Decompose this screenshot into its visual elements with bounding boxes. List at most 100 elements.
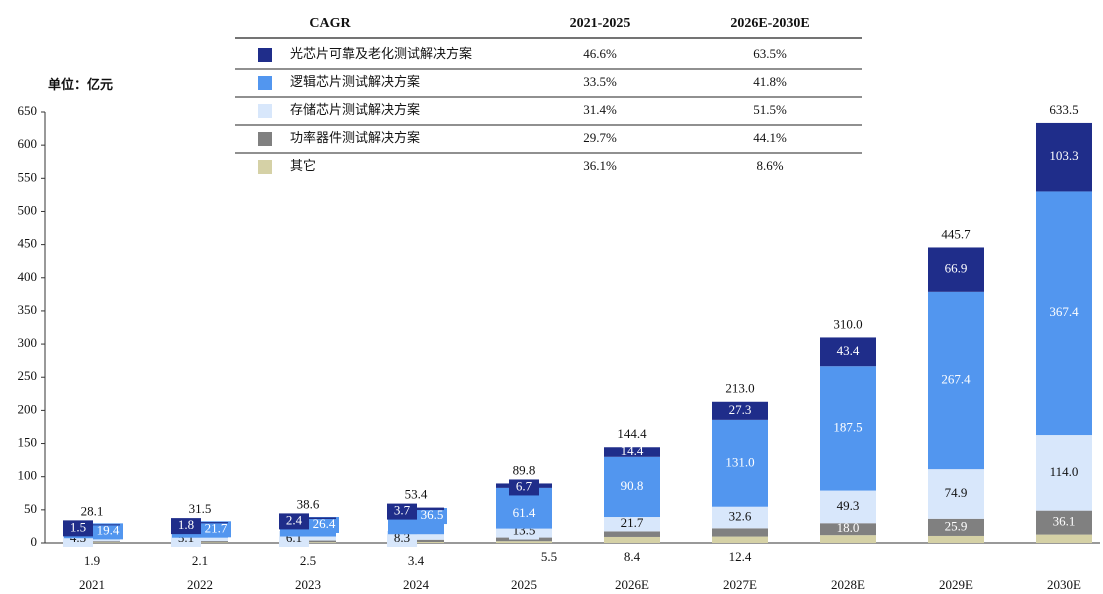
y-tick-label: 0 [31, 534, 38, 549]
value-label: 21.7 [621, 515, 644, 530]
total-label: 144.4 [617, 426, 647, 441]
x-tick-label: 2027E [723, 577, 757, 592]
y-tick-label: 300 [18, 335, 38, 350]
value-label: 367.4 [1049, 304, 1079, 319]
value-label: 32.6 [729, 509, 752, 524]
value-label: 74.9 [945, 485, 968, 500]
bar-segment [1036, 510, 1092, 535]
label-bg [279, 513, 309, 530]
label-bg [509, 479, 539, 496]
label-bg [171, 518, 201, 535]
x-tick-label: 2030E [1047, 577, 1081, 592]
cagr-value: 51.5% [753, 102, 787, 117]
legend-swatch [258, 160, 272, 174]
x-tick-label: 2026E [615, 577, 649, 592]
x-tick-label: 2029E [939, 577, 973, 592]
label-bg [201, 521, 231, 538]
total-label: 633.5 [1049, 102, 1078, 117]
bar-segment [820, 337, 876, 367]
value-label: 2.4 [286, 512, 303, 527]
bar-segment [712, 419, 768, 507]
bar-segment [928, 247, 984, 292]
y-tick-label: 600 [18, 136, 38, 151]
cagr-value: 41.8% [753, 74, 787, 89]
cagr-value: 44.1% [753, 130, 787, 145]
bar-segment [928, 469, 984, 519]
value-label: 21.7 [205, 520, 228, 535]
legend-swatch [258, 132, 272, 146]
x-tick-label: 2021 [79, 577, 105, 592]
legend-label: 逻辑芯片测试解决方案 [290, 74, 420, 89]
bar-segment [1036, 191, 1092, 436]
cagr-value: 8.6% [756, 158, 783, 173]
total-label: 445.7 [941, 226, 971, 241]
y-tick-label: 350 [18, 302, 38, 317]
value-label: 26.4 [313, 516, 336, 531]
total-label: 53.4 [405, 487, 428, 502]
y-tick-label: 100 [18, 468, 38, 483]
legend-label: 其它 [290, 158, 316, 173]
total-label: 89.8 [513, 462, 536, 477]
table-header: 2026E-2030E [730, 16, 809, 31]
value-label: 36.1 [1053, 514, 1076, 529]
value-label: 2.5 [300, 553, 316, 568]
bar-segment [496, 541, 552, 543]
bar-segment [712, 506, 768, 529]
bar-segment [928, 518, 984, 536]
bar-segment [1036, 435, 1092, 511]
bar-segment [820, 366, 876, 491]
label-bg [387, 531, 417, 547]
value-label: 14.4 [621, 443, 644, 458]
cagr-value: 36.1% [583, 158, 617, 173]
y-tick-label: 400 [18, 269, 38, 284]
bar-segment [1036, 122, 1092, 192]
value-label: 18.0 [837, 520, 860, 535]
bar-segment [604, 517, 660, 532]
bar-segment [604, 536, 660, 543]
label-bg [93, 523, 123, 540]
table-header: CAGR [309, 16, 351, 31]
table-header: 2021-2025 [570, 16, 631, 31]
value-label: 2.1 [192, 553, 208, 568]
value-label: 8.4 [624, 549, 641, 564]
value-label: 3.7 [394, 503, 411, 518]
total-label: 310.0 [833, 316, 862, 331]
value-label: 12.4 [729, 549, 752, 564]
value-label: 187.5 [833, 419, 862, 434]
y-tick-label: 150 [18, 435, 38, 450]
value-label: 5.5 [541, 549, 557, 564]
value-label: 27.3 [729, 402, 752, 417]
bar-segment [604, 531, 660, 537]
label-bg [63, 520, 93, 537]
y-tick-label: 200 [18, 401, 38, 416]
label-bg [309, 516, 339, 533]
unit-label: 单位：亿元 [48, 77, 113, 92]
cagr-value: 33.5% [583, 74, 617, 89]
label-bg [417, 508, 447, 525]
legend-label: 存储芯片测试解决方案 [290, 102, 420, 117]
bar-segment [712, 528, 768, 537]
cagr-value: 63.5% [753, 46, 787, 61]
y-tick-label: 50 [24, 501, 37, 516]
value-label: 1.5 [70, 519, 86, 534]
legend-label: 光芯片可靠及老化测试解决方案 [290, 46, 472, 61]
value-label: 49.3 [837, 498, 860, 513]
total-label: 28.1 [81, 503, 104, 518]
bar-segment [604, 456, 660, 518]
bar-segment [712, 401, 768, 420]
value-label: 267.4 [941, 371, 971, 386]
cagr-value: 46.6% [583, 46, 617, 61]
value-label: 114.0 [1050, 464, 1079, 479]
bar-segment [820, 490, 876, 524]
cagr-value: 29.7% [583, 130, 617, 145]
y-tick-label: 500 [18, 202, 38, 217]
value-label: 36.5 [421, 507, 444, 522]
bar-segment [928, 291, 984, 470]
total-label: 213.0 [725, 381, 754, 396]
x-tick-label: 2025 [511, 577, 537, 592]
bar-segment [712, 536, 768, 543]
value-label: 19.4 [97, 522, 120, 537]
bar-segment [604, 447, 660, 457]
value-label: 131.0 [725, 454, 754, 469]
